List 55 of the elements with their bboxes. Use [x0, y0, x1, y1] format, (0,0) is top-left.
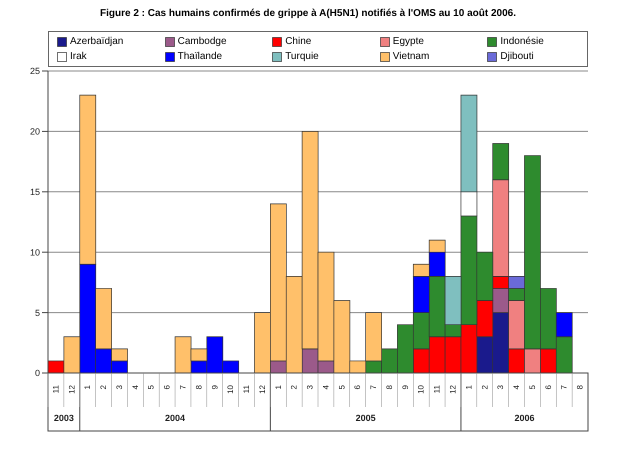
y-tick-label: 15	[30, 186, 40, 197]
x-tick-label: 3	[306, 384, 315, 390]
text: 2005	[356, 413, 376, 423]
x-tick-label: 4	[130, 384, 140, 390]
y-tick-label: 5	[34, 308, 40, 318]
legend-label: Azerbaïdjan	[70, 36, 124, 47]
legend-label: Egypte	[392, 36, 424, 47]
text: 2003	[54, 413, 74, 423]
x-tick-label: 11	[51, 384, 60, 394]
x-tick-label: 1	[464, 384, 474, 390]
x-tick-label: 7	[369, 384, 378, 390]
x-tick-label: 3	[496, 384, 506, 390]
text: 2006	[514, 413, 534, 423]
x-tick-label: 5	[528, 384, 537, 390]
x-tick-label: 7	[560, 384, 569, 390]
x-tick-label: 4	[321, 384, 330, 390]
legend-label: Thaïlande	[178, 51, 222, 62]
y-tick-label: 10	[30, 247, 40, 258]
x-tick-label: 2	[480, 384, 490, 390]
x-tick-label: 8	[194, 384, 204, 390]
legend-label: Irak	[70, 51, 87, 62]
x-tick-label: 2	[99, 384, 108, 390]
legend-label: Vietnam	[392, 51, 430, 62]
legend-label: Chine	[285, 36, 312, 47]
legend-label: Turquie	[285, 51, 319, 62]
x-tick-label: 12	[448, 384, 458, 394]
x-tick-label: 12	[258, 384, 267, 394]
x-tick-label: 11	[242, 384, 252, 394]
x-tick-label: 12	[67, 384, 76, 394]
legend-label: Indonésie	[500, 36, 544, 47]
y-tick-label: 0	[34, 368, 40, 378]
legend-label: Cambodge	[178, 36, 227, 47]
x-tick-label: 2	[290, 384, 299, 390]
x-tick-label: 8	[576, 384, 585, 390]
x-tick-label: 3	[114, 384, 124, 390]
y-tick-label: 20	[30, 126, 40, 137]
x-tick-label: 10	[416, 384, 426, 394]
legend-label: Djibouti	[500, 51, 534, 62]
x-tick-label: 5	[337, 384, 346, 390]
x-tick-label: 1	[83, 384, 92, 390]
x-tick-label: 4	[512, 384, 522, 390]
x-tick-label: 5	[146, 384, 156, 390]
x-tick-label: 11	[432, 384, 442, 394]
y-tick-label: 25	[30, 66, 40, 76]
x-tick-label: 9	[400, 384, 410, 390]
x-tick-label: 7	[178, 384, 188, 390]
x-tick-label: 6	[544, 384, 553, 390]
x-tick-label: 10	[226, 384, 236, 394]
x-tick-label: 6	[162, 384, 172, 390]
x-tick-label: 9	[210, 384, 220, 390]
x-tick-label: 8	[384, 384, 394, 390]
x-tick-label: 6	[353, 384, 362, 390]
text: 2004	[165, 413, 186, 423]
x-tick-label: 1	[274, 384, 283, 390]
chart-title: Figure 2 : Cas humains confirmés de grippe à A(H5N1) notifiés à l'OMS au 10 août 2006.	[98, 8, 517, 19]
